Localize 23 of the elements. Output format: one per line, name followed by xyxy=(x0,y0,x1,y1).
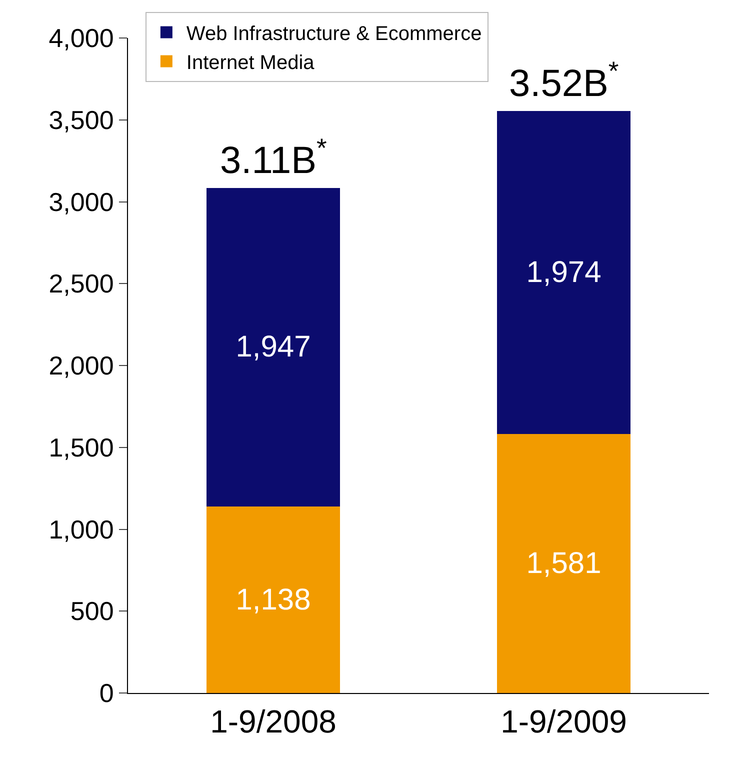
annotation: 3.52B$^{*}$ xyxy=(509,56,619,105)
annotation: 3.11B$^{*}$ xyxy=(220,133,327,182)
y-tick-label: 2,000 xyxy=(48,350,114,381)
x-tick-label: 1-9/2008 xyxy=(210,703,336,740)
y-tick-label: 1,000 xyxy=(48,514,114,544)
data-label: 1,974 xyxy=(526,256,602,289)
y-tick-label: 500 xyxy=(70,596,114,626)
y-tick-label: 0 xyxy=(99,678,114,708)
y-tick-label: 2,500 xyxy=(48,268,114,299)
legend-label: Internet Media xyxy=(186,52,316,74)
y-tick-label: 3,500 xyxy=(48,104,114,135)
bar xyxy=(206,188,340,507)
bar xyxy=(496,110,631,434)
y-tick-label: 3,000 xyxy=(48,186,114,217)
legend-label: Web Infrastructure & Ecommerce xyxy=(186,23,482,46)
bar xyxy=(496,434,631,693)
y-tick-label: 4,000 xyxy=(48,23,114,54)
bar xyxy=(206,506,340,693)
data-label: 1,138 xyxy=(236,583,311,616)
data-label: 1,581 xyxy=(526,547,602,580)
y-tick-label: 1,500 xyxy=(48,432,114,462)
x-tick-label: 1-9/2009 xyxy=(500,703,627,740)
data-label: 1,947 xyxy=(236,330,311,364)
